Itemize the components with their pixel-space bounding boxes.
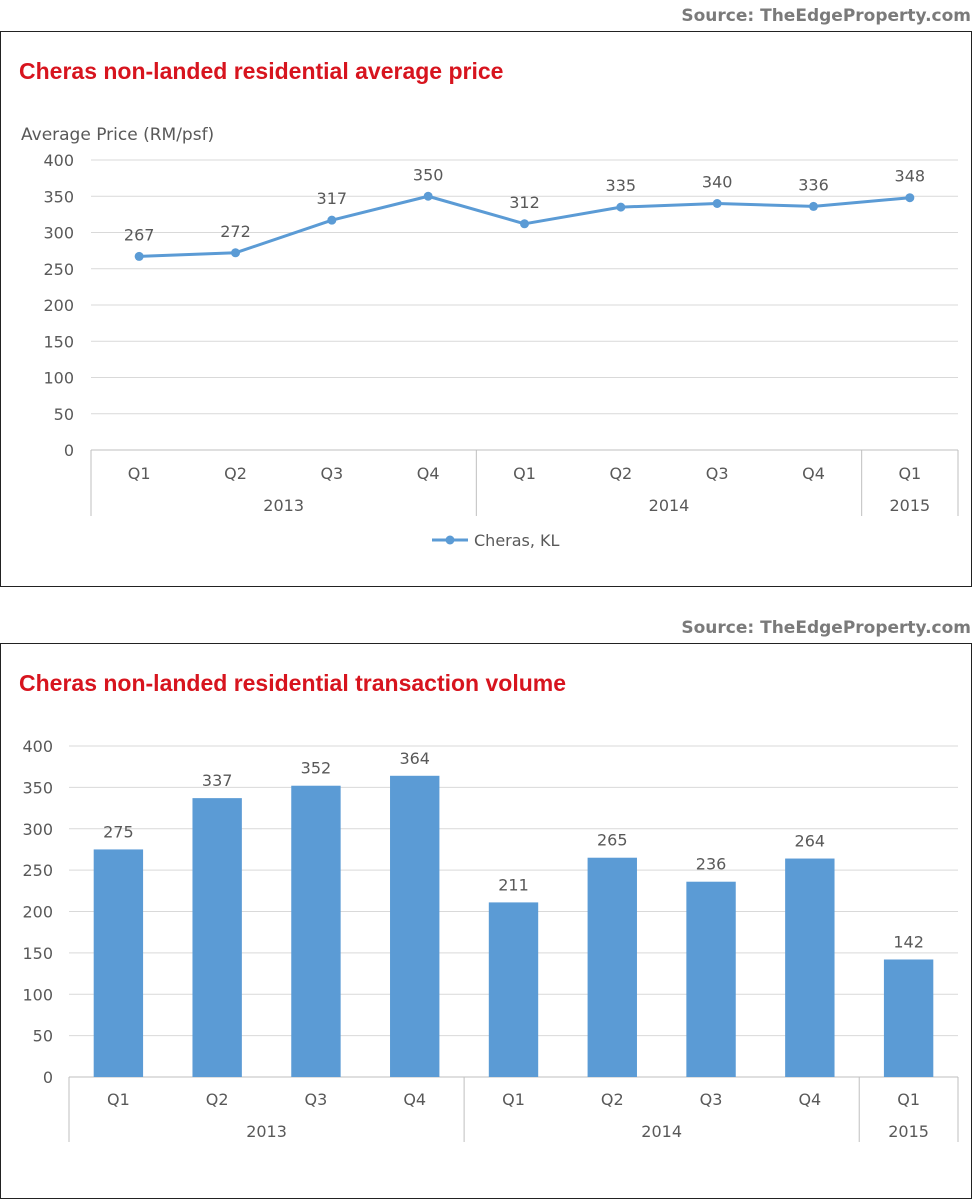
data-point	[520, 219, 529, 229]
y-tick-label: 50	[33, 1027, 53, 1046]
data-label: 264	[795, 832, 826, 851]
data-label: 312	[509, 193, 540, 212]
y-tick-label: 0	[64, 441, 74, 460]
x-tick-label: Q3	[320, 464, 343, 483]
x-tick-label: Q1	[898, 464, 921, 483]
average-price-chart-panel: Cheras non-landed residential average pr…	[0, 31, 972, 587]
data-label: 211	[498, 875, 529, 894]
x-group-label: 2015	[888, 1122, 929, 1141]
data-point	[134, 251, 144, 261]
y-tick-label: 250	[22, 861, 53, 880]
data-point	[712, 199, 722, 208]
data-point	[809, 201, 818, 211]
y-tick-label: 350	[43, 187, 74, 206]
bar	[587, 857, 637, 1077]
bar	[686, 881, 736, 1077]
x-group-label: 2015	[889, 496, 930, 515]
x-tick-label: Q4	[802, 464, 825, 483]
chart-title: Cheras non-landed residential transactio…	[19, 670, 566, 696]
x-group-label: 2013	[263, 496, 304, 515]
data-point	[905, 193, 915, 203]
x-tick-label: Q1	[897, 1090, 920, 1109]
legend-marker	[445, 535, 455, 545]
y-tick-label: 150	[43, 332, 74, 351]
legend-label: Cheras, KL	[474, 531, 560, 550]
y-tick-label: 400	[22, 737, 53, 756]
chart-title: Cheras non-landed residential average pr…	[19, 58, 503, 84]
bar	[192, 798, 242, 1077]
x-tick-label: Q3	[706, 464, 729, 483]
y-tick-label: 200	[22, 903, 53, 922]
bar	[390, 775, 440, 1077]
data-point	[423, 191, 433, 201]
data-point	[616, 202, 626, 212]
x-tick-label: Q1	[128, 464, 151, 483]
data-label: 267	[124, 225, 155, 244]
average-price-line-chart: Cheras non-landed residential average pr…	[19, 58, 959, 550]
data-label: 336	[798, 175, 829, 194]
y-tick-label: 300	[22, 820, 53, 839]
x-tick-label: Q4	[417, 464, 440, 483]
y-tick-label: 400	[43, 151, 74, 170]
bar	[93, 849, 144, 1077]
y-tick-label: 100	[22, 985, 53, 1004]
x-tick-label: Q1	[502, 1090, 525, 1109]
data-label: 236	[696, 855, 727, 874]
x-tick-label: Q2	[609, 464, 632, 483]
bar	[883, 959, 934, 1077]
y-tick-label: 200	[43, 296, 74, 315]
data-label: 317	[317, 189, 348, 208]
y-tick-label: 150	[22, 944, 53, 963]
transaction-volume-chart-panel: Cheras non-landed residential transactio…	[0, 643, 972, 1199]
x-tick-label: Q2	[224, 464, 247, 483]
data-label: 352	[301, 759, 332, 778]
data-label: 364	[399, 749, 430, 768]
data-point	[231, 248, 240, 258]
data-label: 265	[597, 831, 628, 850]
data-label: 272	[220, 222, 251, 241]
y-axis-label: Average Price (RM/psf)	[21, 125, 214, 145]
x-group-label: 2013	[246, 1122, 287, 1141]
data-point	[327, 215, 337, 225]
y-tick-label: 100	[43, 369, 74, 388]
bar	[488, 902, 539, 1077]
data-label: 142	[893, 932, 924, 951]
transaction-volume-bar-chart: Cheras non-landed residential transactio…	[19, 670, 959, 1142]
source-credit: Source: TheEdgeProperty.com	[681, 618, 971, 638]
bar	[785, 858, 835, 1077]
y-tick-label: 250	[43, 260, 74, 279]
x-tick-label: Q3	[305, 1090, 328, 1109]
data-label: 340	[702, 173, 733, 192]
x-tick-label: Q1	[107, 1090, 130, 1109]
y-tick-label: 0	[43, 1068, 53, 1087]
x-group-label: 2014	[641, 1122, 682, 1141]
x-tick-label: Q4	[403, 1090, 426, 1109]
y-tick-label: 350	[22, 778, 53, 797]
x-tick-label: Q4	[798, 1090, 821, 1109]
x-tick-label: Q2	[601, 1090, 624, 1109]
x-group-label: 2014	[649, 496, 690, 515]
y-tick-label: 50	[54, 405, 74, 424]
data-label: 335	[606, 176, 637, 195]
data-label: 275	[103, 822, 134, 841]
data-label: 337	[202, 771, 233, 790]
source-credit: Source: TheEdgeProperty.com	[681, 6, 971, 26]
x-tick-label: Q3	[700, 1090, 723, 1109]
data-label: 348	[895, 167, 926, 186]
x-tick-label: Q2	[206, 1090, 229, 1109]
y-tick-label: 300	[43, 224, 74, 243]
x-tick-label: Q1	[513, 464, 536, 483]
bar	[291, 785, 341, 1077]
data-label: 350	[413, 165, 444, 184]
